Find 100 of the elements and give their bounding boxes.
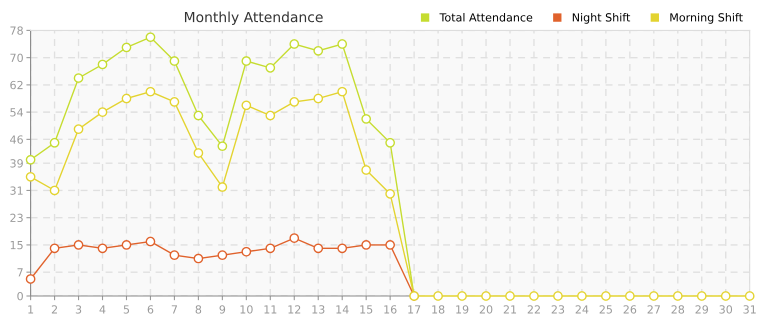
x-tick-label: 12	[288, 305, 300, 314]
x-tick-label: 26	[624, 305, 636, 314]
x-tick-label: 31	[743, 305, 756, 314]
x-tick-label: 29	[696, 305, 708, 314]
point	[361, 165, 372, 175]
x-tick-label: 1	[28, 305, 34, 314]
point	[218, 250, 228, 260]
point	[337, 86, 348, 97]
point	[289, 97, 300, 107]
point	[241, 246, 252, 257]
point	[98, 60, 108, 70]
x-tick-label: 15	[360, 305, 372, 314]
point	[457, 291, 467, 301]
point	[122, 42, 132, 52]
point	[289, 233, 300, 243]
point	[624, 291, 635, 301]
point	[648, 291, 659, 301]
point	[170, 56, 180, 66]
x-tick-label: 22	[528, 305, 540, 314]
point	[241, 100, 252, 110]
x-tick-label: 5	[124, 305, 130, 314]
x-tick-label: 19	[456, 305, 468, 314]
chart-title: Monthly Attendance	[184, 12, 323, 25]
point	[218, 182, 228, 192]
point	[385, 188, 396, 199]
x-tick-label: 2	[52, 305, 57, 314]
x-tick-label: 10	[240, 305, 253, 314]
point	[361, 240, 372, 250]
x-tick-label: 16	[384, 305, 397, 314]
point	[529, 291, 539, 301]
x-tick-label: 3	[76, 305, 82, 314]
x-tick-label: 24	[576, 305, 588, 314]
point	[313, 243, 324, 254]
point	[481, 291, 491, 301]
point	[146, 236, 156, 246]
point	[98, 107, 108, 117]
x-tick-label: 21	[504, 305, 516, 314]
point	[672, 291, 683, 301]
point	[26, 274, 36, 284]
x-tick-label: 13	[312, 305, 324, 314]
point	[50, 186, 60, 196]
point	[170, 97, 180, 107]
y-tick-label: 54	[10, 108, 24, 116]
x-tick-label: 11	[264, 305, 276, 314]
point	[337, 39, 348, 49]
x-tick-label: 20	[480, 305, 492, 314]
point	[601, 291, 611, 301]
legend-label: Total Attendance	[439, 12, 532, 22]
point	[194, 254, 204, 264]
legend-label: Morning Shift	[670, 12, 743, 24]
point	[74, 73, 84, 83]
point	[433, 291, 443, 301]
y-tick-label: 15	[10, 241, 23, 250]
y-tick-label: 39	[10, 159, 23, 168]
point	[696, 291, 707, 301]
point	[265, 62, 276, 73]
point	[122, 240, 132, 250]
point	[98, 243, 108, 254]
point	[218, 141, 228, 152]
point	[265, 243, 276, 254]
y-tick-label: 78	[10, 26, 23, 35]
point	[313, 94, 324, 104]
point	[241, 56, 252, 66]
point	[194, 148, 204, 158]
point	[170, 250, 180, 260]
y-tick-label: 0	[17, 292, 23, 300]
x-tick-label: 8	[196, 305, 202, 314]
point	[122, 94, 132, 104]
point	[337, 243, 348, 254]
point	[50, 243, 60, 254]
legend-label: Night Shift	[572, 12, 630, 24]
x-tick-label: 17	[408, 305, 420, 314]
point	[505, 291, 515, 301]
point	[313, 46, 324, 56]
y-tick-label: 62	[10, 80, 23, 90]
x-tick-label: 7	[172, 305, 178, 314]
point	[289, 39, 300, 49]
point	[50, 138, 60, 148]
x-tick-label: 23	[552, 305, 564, 314]
y-tick-label: 46	[10, 135, 23, 144]
y-tick-label: 31	[10, 186, 23, 195]
point	[194, 110, 204, 120]
point	[577, 291, 587, 301]
point	[26, 154, 36, 165]
y-tick-label: 70	[10, 54, 23, 62]
y-tick-label: 23	[10, 214, 23, 222]
point	[385, 138, 396, 148]
x-tick-label: 9	[220, 305, 226, 314]
point	[146, 32, 156, 42]
x-tick-label: 18	[432, 305, 444, 314]
x-tick-label: 28	[672, 305, 684, 314]
point	[361, 114, 372, 124]
point	[385, 240, 396, 250]
point	[146, 86, 156, 97]
x-tick-label: 25	[600, 305, 612, 314]
x-tick-label: 27	[648, 305, 660, 314]
point	[74, 124, 84, 134]
point	[74, 240, 84, 250]
y-tick-label: 7	[18, 268, 23, 276]
x-tick-label: 14	[336, 305, 349, 314]
